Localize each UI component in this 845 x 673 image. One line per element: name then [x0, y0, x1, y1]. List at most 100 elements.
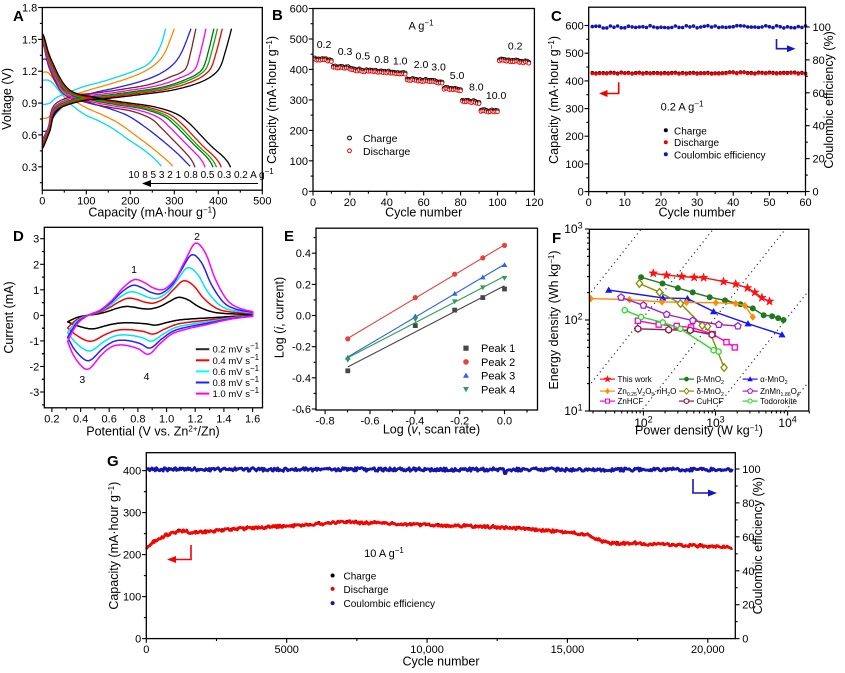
svg-text:200: 200 [121, 196, 139, 208]
svg-text:A: A [13, 8, 24, 25]
svg-text:Cycle number: Cycle number [402, 655, 479, 669]
svg-text:5000: 5000 [274, 644, 298, 656]
svg-text:Discharge: Discharge [363, 146, 410, 158]
svg-text:500: 500 [565, 48, 583, 60]
svg-text:D: D [13, 228, 24, 245]
svg-text:0.8: 0.8 [374, 54, 389, 66]
svg-text:40: 40 [727, 197, 739, 209]
svg-text:CuHCF: CuHCF [697, 397, 724, 406]
svg-text:60: 60 [813, 88, 825, 100]
svg-text:0: 0 [742, 634, 748, 646]
svg-text:α-MnO2: α-MnO2 [760, 375, 788, 386]
svg-text:Peak 1: Peak 1 [481, 343, 515, 355]
svg-text:2.0: 2.0 [414, 59, 429, 71]
svg-text:3: 3 [33, 234, 39, 246]
svg-text:40: 40 [381, 197, 393, 209]
svg-text:0: 0 [586, 197, 592, 209]
svg-text:β-MnO2: β-MnO2 [697, 375, 725, 386]
svg-text:0.0: 0.0 [497, 416, 512, 428]
svg-text:0: 0 [39, 196, 45, 208]
svg-text:1.6: 1.6 [245, 413, 260, 425]
svg-text:1.0 mV s−1: 1.0 mV s−1 [213, 386, 260, 400]
svg-text:Coulombic efficiency (%): Coulombic efficiency (%) [751, 477, 765, 614]
svg-text:0.5: 0.5 [355, 51, 370, 63]
svg-text:1: 1 [33, 285, 39, 297]
svg-text:Charge: Charge [344, 572, 377, 583]
svg-text:Discharge: Discharge [344, 585, 389, 596]
svg-text:0: 0 [143, 644, 149, 656]
svg-text:200: 200 [565, 131, 583, 143]
svg-text:100: 100 [813, 22, 831, 34]
svg-text:300: 300 [123, 508, 141, 520]
svg-text:0.6: 0.6 [22, 130, 37, 142]
svg-text:0.9: 0.9 [22, 98, 37, 110]
svg-text:0: 0 [302, 186, 308, 198]
svg-text:Current (mA): Current (mA) [2, 281, 16, 353]
svg-text:Capacity (mA·hour g−1): Capacity (mA·hour g−1) [88, 206, 216, 220]
svg-text:0.2 mV s−1: 0.2 mV s−1 [213, 342, 260, 356]
svg-text:80: 80 [813, 55, 825, 67]
svg-text:0.2: 0.2 [317, 39, 332, 51]
svg-text:Capacity (mA·hour g−1): Capacity (mA·hour g−1) [547, 36, 561, 164]
svg-text:B: B [272, 7, 283, 24]
svg-text:80: 80 [454, 197, 466, 209]
svg-text:600: 600 [565, 21, 583, 33]
svg-text:Peak 2: Peak 2 [481, 357, 515, 369]
svg-text:δ-MnO2: δ-MnO2 [697, 387, 724, 398]
svg-text:10 A g−1: 10 A g−1 [364, 546, 404, 560]
svg-text:100: 100 [488, 197, 506, 209]
svg-text:C: C [551, 8, 562, 25]
svg-text:50: 50 [763, 197, 775, 209]
svg-text:Charge: Charge [363, 133, 398, 145]
svg-text:400: 400 [123, 466, 141, 478]
svg-text:400: 400 [565, 76, 583, 88]
svg-text:60: 60 [742, 532, 754, 544]
svg-text:300: 300 [290, 95, 308, 107]
svg-text:200: 200 [290, 125, 308, 137]
svg-text:1.0: 1.0 [159, 413, 174, 425]
svg-text:2: 2 [194, 231, 200, 243]
svg-text:40: 40 [742, 566, 754, 578]
svg-text:0.4: 0.4 [296, 248, 311, 260]
svg-text:1.2: 1.2 [22, 66, 37, 78]
svg-text:-0.6: -0.6 [361, 416, 380, 428]
svg-text:10 8 5 3 2 1 0.8 0.5 0.3 0.2 A: 10 8 5 3 2 1 0.8 0.5 0.3 0.2 A g−1 [128, 167, 274, 181]
svg-text:0.8: 0.8 [130, 413, 145, 425]
svg-text:Coulombic efficiency (%): Coulombic efficiency (%) [822, 31, 836, 168]
svg-text:1.8: 1.8 [22, 3, 37, 15]
svg-text:400: 400 [209, 196, 227, 208]
svg-text:3: 3 [79, 374, 85, 386]
svg-text:Voltage (V): Voltage (V) [0, 68, 14, 130]
svg-text:2: 2 [33, 259, 39, 271]
svg-text:10,000: 10,000 [410, 644, 444, 656]
svg-text:-1: -1 [30, 336, 40, 348]
svg-text:-0.4: -0.4 [292, 373, 311, 385]
svg-text:0.2 A g−1: 0.2 A g−1 [661, 100, 704, 114]
svg-text:-2: -2 [30, 362, 40, 374]
svg-text:20: 20 [344, 197, 356, 209]
svg-text:Log (v, scan rate): Log (v, scan rate) [383, 423, 480, 437]
svg-text:ZnMn1.86O4: ZnMn1.86O4 [760, 387, 800, 398]
svg-text:100: 100 [123, 592, 141, 604]
svg-text:5.0: 5.0 [450, 70, 465, 82]
svg-text:500: 500 [290, 34, 308, 46]
svg-text:1: 1 [131, 264, 137, 276]
svg-text:15,000: 15,000 [551, 644, 585, 656]
svg-text:30: 30 [691, 197, 703, 209]
svg-text:0.6: 0.6 [102, 413, 117, 425]
svg-text:10: 10 [619, 197, 631, 209]
svg-text:-0.2: -0.2 [450, 416, 469, 428]
svg-text:F: F [552, 230, 561, 247]
svg-text:40: 40 [813, 121, 825, 133]
svg-text:1.2: 1.2 [188, 413, 203, 425]
svg-text:100: 100 [77, 196, 95, 208]
svg-text:100: 100 [290, 156, 308, 168]
svg-text:60: 60 [418, 197, 430, 209]
svg-text:Coulombic efficiency: Coulombic efficiency [344, 599, 436, 610]
svg-text:20: 20 [655, 197, 667, 209]
svg-text:600: 600 [290, 4, 308, 16]
svg-text:ZnHCF: ZnHCF [618, 397, 644, 406]
svg-text:4: 4 [144, 371, 150, 383]
svg-text:0: 0 [310, 197, 316, 209]
svg-text:Cycle number: Cycle number [385, 206, 462, 220]
